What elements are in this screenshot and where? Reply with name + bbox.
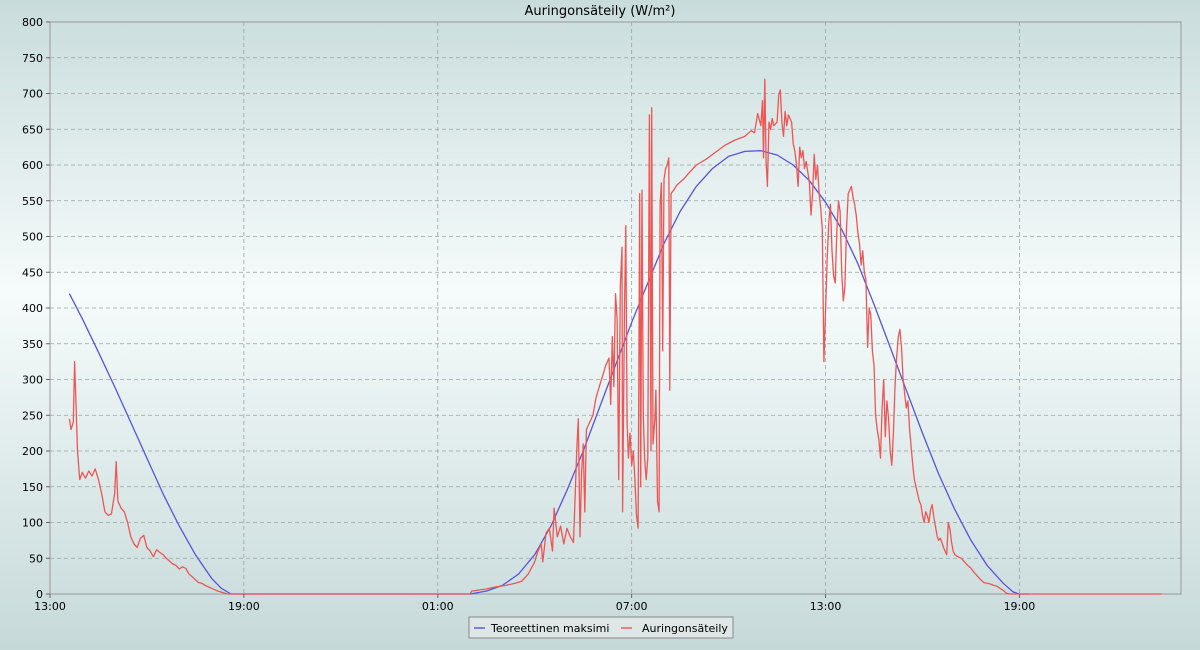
y-tick-label: 350 (22, 338, 43, 351)
legend-box (468, 616, 734, 639)
y-tick-label: 250 (22, 409, 43, 422)
x-tick-label: 19:00 (228, 600, 260, 613)
y-tick-label: 150 (22, 481, 43, 494)
y-tick-label: 100 (22, 517, 43, 530)
chart-title: Auringonsäteily (W/m²) (525, 4, 676, 19)
y-tick-label: 0 (36, 588, 43, 601)
series-line-solar-radiation (68, 78, 1162, 595)
y-tick-label: 600 (22, 159, 43, 172)
axis-layer: 0 50 100 150 200 250 300 350 400 450 500 550 600 650 7… (22, 16, 1035, 613)
series-layer (68, 78, 1162, 595)
legend-label-theoretical: Teoreettinen maksimi (490, 622, 609, 635)
x-tick-label: 13:00 (34, 600, 66, 613)
y-tick-label: 500 (22, 231, 43, 244)
legend: Teoreettinen maksimi Auringonsäteily (468, 616, 734, 639)
x-tick-label: 19:00 (1004, 600, 1036, 613)
y-tick-label: 450 (22, 266, 43, 279)
y-tick-label: 400 (22, 302, 43, 315)
y-tick-label: 200 (22, 445, 43, 458)
x-tick-label: 13:00 (810, 600, 842, 613)
x-tick-label: 01:00 (422, 600, 454, 613)
y-tick-label: 300 (22, 374, 43, 387)
y-tick-label: 650 (22, 123, 43, 136)
legend-label-radiation: Auringonsäteily (642, 622, 728, 635)
y-tick-label: 50 (29, 552, 43, 565)
y-tick-label: 800 (22, 16, 43, 29)
x-tick-label: 07:00 (616, 600, 648, 613)
y-tick-label: 700 (22, 88, 43, 101)
y-tick-label: 550 (22, 195, 43, 208)
grid-layer (50, 22, 1181, 594)
y-tick-label: 750 (22, 52, 43, 65)
